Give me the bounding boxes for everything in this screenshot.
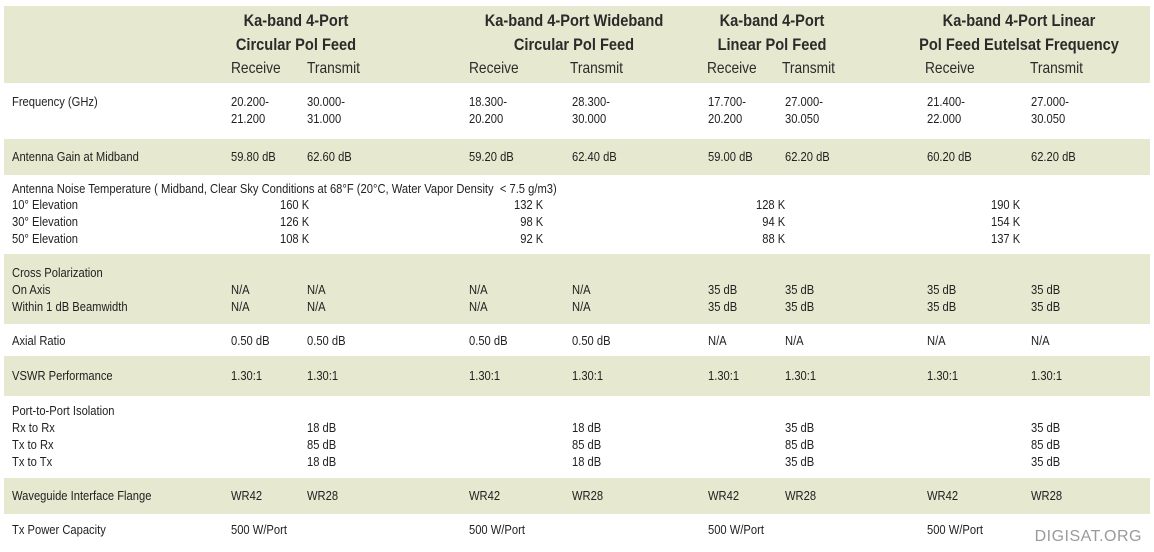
group-4-title-line1: Ka-band 4-Port Linear bbox=[942, 11, 1096, 30]
transmit-header: Transmit bbox=[570, 60, 624, 77]
axial-value: N/A bbox=[927, 333, 946, 348]
vswr-value: 1.30:1 bbox=[785, 368, 817, 383]
flange-value: WR42 bbox=[708, 488, 740, 503]
row-label: Antenna Noise Temperature ( Midband, Cle… bbox=[12, 181, 557, 196]
gain-value: 62.20 dB bbox=[1031, 149, 1076, 164]
flange-value: WR42 bbox=[231, 488, 263, 503]
cross-value: 35 dB 35 dB bbox=[927, 282, 957, 314]
flange-value: WR42 bbox=[469, 488, 501, 503]
vswr-value: 1.30:1 bbox=[231, 368, 263, 383]
gain-value: 59.20 dB bbox=[469, 149, 514, 164]
axial-value: N/A bbox=[1031, 333, 1050, 348]
vswr-value: 1.30:1 bbox=[307, 368, 339, 383]
flange-value: WR28 bbox=[785, 488, 817, 503]
axial-value: 0.50 dB bbox=[307, 333, 346, 348]
isolation-value: 18 dB 85 dB 18 dB bbox=[572, 420, 602, 469]
cross-polarization-row: Cross Polarization On Axis Within 1 dB B… bbox=[4, 254, 1150, 324]
cross-value: N/A N/A bbox=[469, 282, 488, 314]
group-4-title-line2: Pol Feed Eutelsat Frequency bbox=[919, 35, 1119, 54]
isolation-value: 18 dB 85 dB 18 dB bbox=[307, 420, 337, 469]
flange-value: WR28 bbox=[307, 488, 339, 503]
frequency-value: 27.000- 30.050 bbox=[1031, 94, 1069, 126]
vswr-value: 1.30:1 bbox=[1031, 368, 1063, 383]
frequency-value: 17.700- 20.200 bbox=[708, 94, 746, 126]
frequency-value: 21.400- 22.000 bbox=[927, 94, 965, 126]
gain-row: Antenna Gain at Midband 59.80 dB 62.60 d… bbox=[4, 139, 1150, 175]
vswr-value: 1.30:1 bbox=[469, 368, 501, 383]
frequency-value: 20.200- 21.200 bbox=[231, 94, 269, 126]
watermark: DIGISAT.ORG bbox=[1034, 528, 1142, 545]
frequency-row: Frequency (GHz) 20.200- 21.200 30.000- 3… bbox=[4, 83, 1150, 139]
cross-value: N/A N/A bbox=[231, 282, 250, 314]
group-2-title-line1: Ka-band 4-Port Wideband bbox=[484, 11, 664, 30]
frequency-value: 18.300- 20.200 bbox=[469, 94, 507, 126]
cross-value: N/A N/A bbox=[572, 282, 591, 314]
noise-values: 128 K 94 K 88 K bbox=[756, 197, 786, 246]
group-3-title-line1: Ka-band 4-Port bbox=[719, 11, 825, 30]
row-label: VSWR Performance bbox=[12, 368, 113, 383]
row-label: Antenna Gain at Midband bbox=[12, 149, 139, 164]
cross-value: 35 dB 35 dB bbox=[1031, 282, 1061, 314]
noise-values: 160 K 126 K 108 K bbox=[280, 197, 310, 246]
frequency-value: 28.300- 30.000 bbox=[572, 94, 610, 126]
power-value: 500 W/Port bbox=[231, 522, 287, 537]
flange-value: WR42 bbox=[927, 488, 959, 503]
group-2-title-line2: Circular Pol Feed bbox=[513, 35, 635, 54]
power-value: 500 W/Port bbox=[708, 522, 764, 537]
group-1-title-line2: Circular Pol Feed bbox=[235, 35, 357, 54]
gain-value: 60.20 dB bbox=[927, 149, 972, 164]
elevation-labels: 10° Elevation 30° Elevation 50° Elevatio… bbox=[12, 197, 79, 246]
flange-value: WR28 bbox=[1031, 488, 1063, 503]
gain-value: 59.00 dB bbox=[708, 149, 753, 164]
row-label: Port-to-Port Isolation Rx to Rx Tx to Rx… bbox=[12, 403, 115, 469]
gain-value: 62.60 dB bbox=[307, 149, 352, 164]
spec-table: Ka-band 4-Port Circular Pol Feed Ka-band… bbox=[4, 6, 1150, 546]
noise-values: 190 K 154 K 137 K bbox=[991, 197, 1021, 246]
isolation-row: Port-to-Port Isolation Rx to Rx Tx to Rx… bbox=[4, 396, 1150, 478]
axial-ratio-row: Axial Ratio 0.50 dB 0.50 dB 0.50 dB 0.50… bbox=[4, 324, 1150, 356]
axial-value: 0.50 dB bbox=[572, 333, 611, 348]
gain-value: 62.40 dB bbox=[572, 149, 617, 164]
group-3-title-line2: Linear Pol Feed bbox=[717, 35, 827, 54]
noise-values: 132 K 98 K 92 K bbox=[514, 197, 544, 246]
axial-value: 0.50 dB bbox=[469, 333, 508, 348]
cross-value: 35 dB 35 dB bbox=[708, 282, 738, 314]
receive-header: Receive bbox=[231, 60, 281, 77]
receive-header: Receive bbox=[707, 60, 757, 77]
power-value: 500 W/Port bbox=[927, 522, 983, 537]
vswr-value: 1.30:1 bbox=[572, 368, 604, 383]
header-row: Ka-band 4-Port Circular Pol Feed Ka-band… bbox=[4, 6, 1150, 83]
vswr-value: 1.30:1 bbox=[927, 368, 959, 383]
transmit-header: Transmit bbox=[782, 60, 836, 77]
cross-value: N/A N/A bbox=[307, 282, 326, 314]
vswr-row: VSWR Performance 1.30:1 1.30:1 1.30:1 1.… bbox=[4, 356, 1150, 396]
vswr-value: 1.30:1 bbox=[708, 368, 740, 383]
power-value: 500 W/Port bbox=[469, 522, 525, 537]
frequency-value: 27.000- 30.050 bbox=[785, 94, 823, 126]
transmit-header: Transmit bbox=[1030, 60, 1084, 77]
frequency-value: 30.000- 31.000 bbox=[307, 94, 345, 126]
flange-row: Waveguide Interface Flange WR42 WR28 WR4… bbox=[4, 478, 1150, 514]
isolation-value: 35 dB 85 dB 35 dB bbox=[1031, 420, 1061, 469]
gain-value: 59.80 dB bbox=[231, 149, 276, 164]
receive-header: Receive bbox=[469, 60, 519, 77]
row-label: Cross Polarization On Axis Within 1 dB B… bbox=[12, 265, 128, 314]
axial-value: N/A bbox=[785, 333, 804, 348]
noise-temperature-row: Antenna Noise Temperature ( Midband, Cle… bbox=[4, 175, 1150, 254]
transmit-header: Transmit bbox=[307, 60, 361, 77]
flange-value: WR28 bbox=[572, 488, 604, 503]
row-label: Tx Power Capacity bbox=[12, 522, 106, 537]
row-label: Waveguide Interface Flange bbox=[12, 488, 152, 503]
receive-header: Receive bbox=[925, 60, 975, 77]
power-capacity-row: Tx Power Capacity 500 W/Port 500 W/Port … bbox=[4, 514, 1150, 546]
axial-value: N/A bbox=[708, 333, 727, 348]
group-1-title-line1: Ka-band 4-Port bbox=[243, 11, 349, 30]
row-label: Axial Ratio bbox=[12, 333, 66, 348]
isolation-value: 35 dB 85 dB 35 dB bbox=[785, 420, 815, 469]
gain-value: 62.20 dB bbox=[785, 149, 830, 164]
cross-value: 35 dB 35 dB bbox=[785, 282, 815, 314]
axial-value: 0.50 dB bbox=[231, 333, 270, 348]
row-label: Frequency (GHz) bbox=[12, 94, 98, 109]
